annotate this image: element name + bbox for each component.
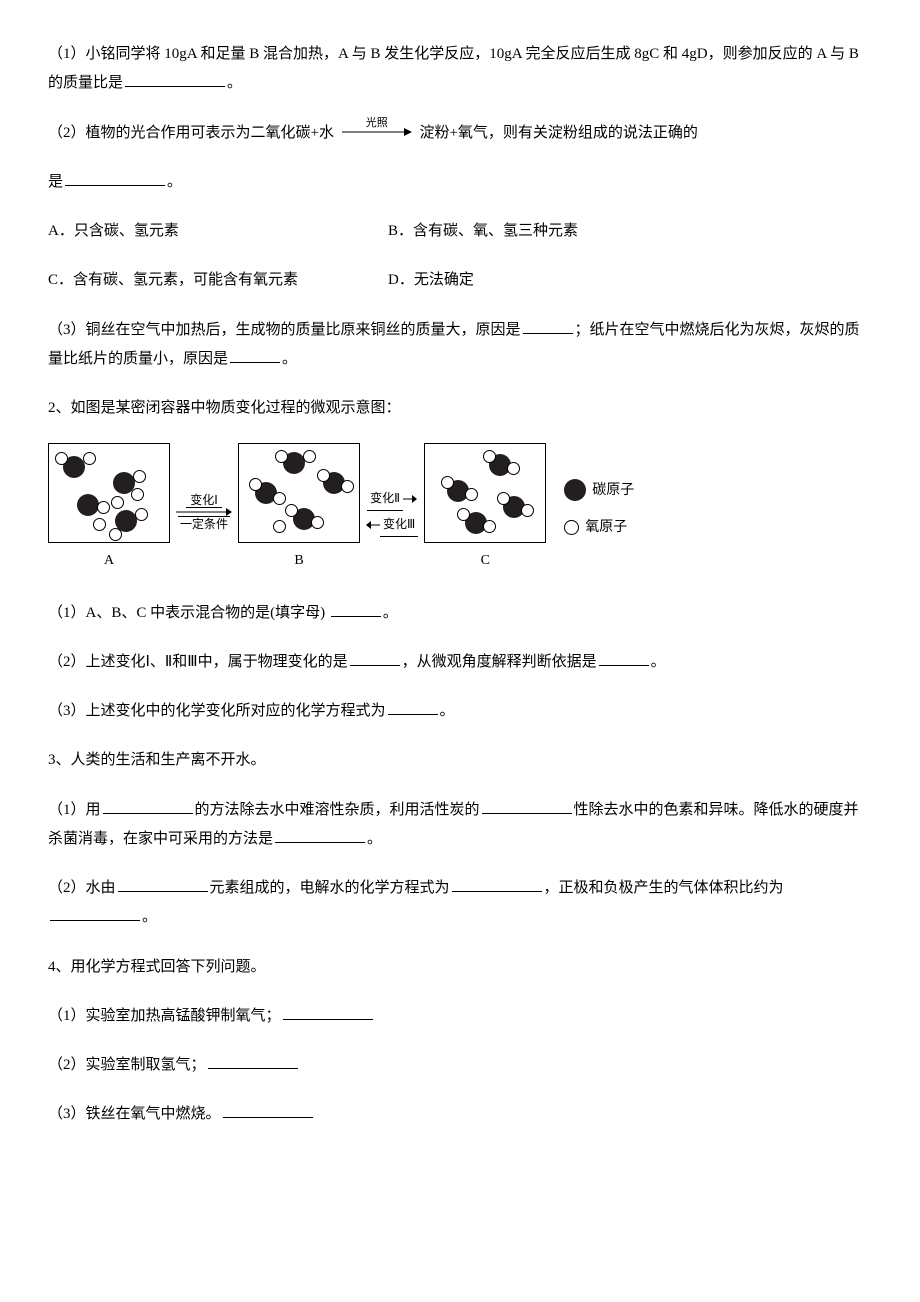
reaction-arrow: 光照 xyxy=(342,127,412,137)
arrow-2: 变化Ⅱ 变化Ⅲ xyxy=(366,481,418,538)
legend-oxygen-label: 氧原子 xyxy=(585,514,627,541)
opt-b: B．含有碳、氧、氢三种元素 xyxy=(388,217,872,246)
q1-part2: （2）植物的光合作用可表示为二氧化碳+水 光照 淀粉+氧气，则有关淀粉组成的说法… xyxy=(48,119,872,148)
arrow-1: 变化Ⅰ 一定条件 xyxy=(176,487,232,532)
legend-carbon-label: 碳原子 xyxy=(592,477,634,504)
oxygen-icon xyxy=(564,520,579,535)
q1-part2-is-line: 是。 xyxy=(48,168,872,197)
q4-intro: 4、用化学方程式回答下列问题。 xyxy=(48,953,872,982)
change1-label: 变化Ⅰ xyxy=(186,493,222,508)
blank-q2-1 xyxy=(331,601,381,617)
period-7: 。 xyxy=(367,831,382,847)
blank-q3-1c xyxy=(275,827,365,843)
q4-p1: （1）实验室加热高锰酸钾制氧气； xyxy=(48,1002,872,1031)
blank-q1-3b xyxy=(230,347,280,363)
q1-part3: （3）铜丝在空气中加热后，生成物的质量比原来铜丝的质量大，原因是；纸片在空气中燃… xyxy=(48,316,872,375)
q2-p1-text: （1）A、B、C 中表示混合物的是(填字母) xyxy=(48,605,325,621)
period-6: 。 xyxy=(440,703,455,719)
blank-q2-2a xyxy=(350,650,400,666)
period-2: 。 xyxy=(167,174,182,190)
q4-p2: （2）实验室制取氢气； xyxy=(48,1051,872,1080)
q4-p1-text: （1）实验室加热高锰酸钾制氧气； xyxy=(48,1008,281,1024)
box-a xyxy=(48,443,170,543)
box-b xyxy=(238,443,360,543)
box-a-label: A xyxy=(104,547,114,574)
q3-p2: （2）水由 元素组成的，电解水的化学方程式为 ，正极和负极产生的气体体积比约为。 xyxy=(48,874,872,933)
q1-part1: （1）小铭同学将 10gA 和足量 B 混合加热，A 与 B 发生化学反应，10… xyxy=(48,40,872,99)
q3-p2a: （2）水由 xyxy=(48,880,116,896)
blank-q1-2 xyxy=(65,170,165,186)
blank-q3-2a xyxy=(118,876,208,892)
q2-p1: （1）A、B、C 中表示混合物的是(填字母) 。 xyxy=(48,599,872,628)
blank-q4-3 xyxy=(223,1102,313,1118)
q3-p2c: ，正极和负极产生的气体体积比约为 xyxy=(544,880,784,896)
q4-p3-text: （3）铁丝在氧气中燃烧。 xyxy=(48,1106,221,1122)
box-c-label: C xyxy=(481,547,490,574)
blank-q1-3a xyxy=(523,318,573,334)
legend-oxygen: 氧原子 xyxy=(564,514,634,541)
box-b-col: B xyxy=(238,443,360,574)
change2-row: 变化Ⅱ xyxy=(367,487,417,511)
box-c xyxy=(424,443,546,543)
box-a-col: A xyxy=(48,443,170,574)
blank-q3-1b xyxy=(482,798,572,814)
q3-p1: （1）用的方法除去水中难溶性杂质，利用活性炭的性除去水中的色素和异味。降低水的硬… xyxy=(48,796,872,855)
opt-c: C．含有碳、氢元素，可能含有氧元素 xyxy=(48,266,388,295)
q2-p3-text: （3）上述变化中的化学变化所对应的化学方程式为 xyxy=(48,703,386,719)
opt-a: A．只含碳、氢元素 xyxy=(48,217,388,246)
change2-label: 变化Ⅱ xyxy=(367,487,403,511)
q3-p1a: （1）用 xyxy=(48,802,101,818)
q1-part2-pre: （2）植物的光合作用可表示为二氧化碳+水 xyxy=(48,125,334,141)
q1-part2-is: 是 xyxy=(48,174,63,190)
legend-carbon: 碳原子 xyxy=(564,477,634,504)
blank-q4-2 xyxy=(208,1053,298,1069)
period-4: 。 xyxy=(383,605,398,621)
q2-p2b: ，从微观角度解释判断依据是 xyxy=(402,654,597,670)
option-row-1: A．只含碳、氢元素 B．含有碳、氧、氢三种元素 xyxy=(48,217,872,246)
cond1-label: 一定条件 xyxy=(178,516,230,531)
q3-p1b: 的方法除去水中难溶性杂质，利用活性炭的 xyxy=(195,802,480,818)
arrow-label: 光照 xyxy=(342,113,412,134)
blank-q1-1 xyxy=(125,71,225,87)
box-b-label: B xyxy=(294,547,303,574)
carbon-icon xyxy=(564,479,586,501)
q2-intro: 2、如图是某密闭容器中物质变化过程的微观示意图： xyxy=(48,394,872,423)
period-5: 。 xyxy=(651,654,666,670)
q1-part3a: （3）铜丝在空气中加热后，生成物的质量比原来铜丝的质量大，原因是 xyxy=(48,322,521,338)
q3-intro: 3、人类的生活和生产离不开水。 xyxy=(48,746,872,775)
q4-p3: （3）铁丝在氧气中燃烧。 xyxy=(48,1100,872,1129)
q4-p2-text: （2）实验室制取氢气； xyxy=(48,1057,206,1073)
blank-q2-2b xyxy=(599,650,649,666)
blank-q3-1a xyxy=(103,798,193,814)
option-row-2: C．含有碳、氢元素，可能含有氧元素 D．无法确定 xyxy=(48,266,872,295)
blank-q4-1 xyxy=(283,1004,373,1020)
blank-q2-3 xyxy=(388,699,438,715)
box-c-col: C xyxy=(424,443,546,574)
q2-p3: （3）上述变化中的化学变化所对应的化学方程式为 。 xyxy=(48,697,872,726)
period-3: 。 xyxy=(282,351,297,367)
q2-p2a: （2）上述变化Ⅰ、Ⅱ和Ⅲ中，属于物理变化的是 xyxy=(48,654,348,670)
blank-q3-2b xyxy=(452,876,542,892)
q3-p2b: 元素组成的，电解水的化学方程式为 xyxy=(210,880,450,896)
legend: 碳原子 氧原子 xyxy=(564,477,634,542)
change3-label: 变化Ⅲ xyxy=(380,513,418,537)
diagram: A 变化Ⅰ 一定条件 B 变化Ⅱ 变化Ⅲ C 碳原子 氧原子 xyxy=(48,443,872,574)
opt-d: D．无法确定 xyxy=(388,266,872,295)
q1-part2-post: 淀粉+氧气，则有关淀粉组成的说法正确的 xyxy=(419,125,697,141)
blank-q3-2c xyxy=(50,905,140,921)
period-8: 。 xyxy=(142,909,157,925)
change3-row: 变化Ⅲ xyxy=(366,513,418,537)
q2-p2: （2）上述变化Ⅰ、Ⅱ和Ⅲ中，属于物理变化的是 ，从微观角度解释判断依据是 。 xyxy=(48,648,872,677)
period-1: 。 xyxy=(227,75,242,91)
